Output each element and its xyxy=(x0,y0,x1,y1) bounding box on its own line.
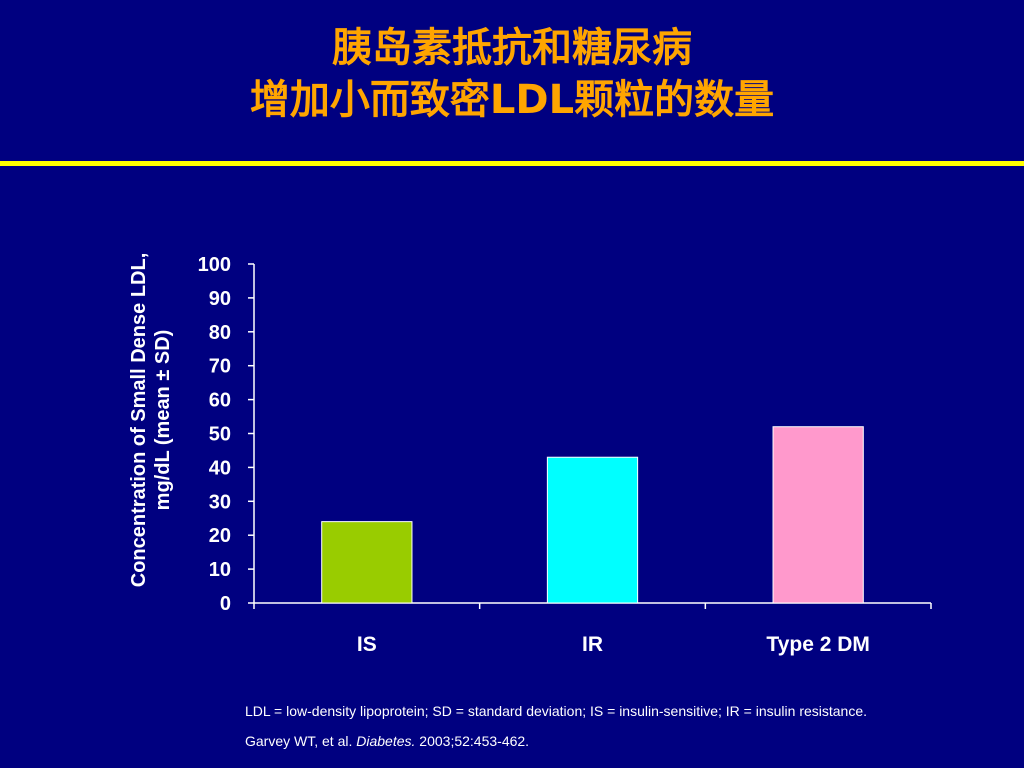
title-line-2: 增加小而致密LDL颗粒的数量 xyxy=(249,77,775,123)
category-labels: IS IR Type 2 DM xyxy=(357,633,870,656)
y-tick-label: 100 xyxy=(198,254,231,276)
citation-journal: Diabetes. xyxy=(356,733,416,749)
y-tick-label: 90 xyxy=(209,288,231,310)
bar xyxy=(772,426,864,604)
abbreviation-footnote: LDL = low-density lipoprotein; SD = stan… xyxy=(245,703,868,719)
title-divider xyxy=(0,161,1024,166)
y-tick-label: 20 xyxy=(209,525,231,547)
y-axis-title-line-1: Concentration of Small Dense LDL, xyxy=(128,253,150,587)
x-category-label: Type 2 DM xyxy=(766,633,869,656)
title-line-1: 胰岛素抵抗和糖尿病 xyxy=(332,25,692,71)
y-tick-label: 70 xyxy=(209,356,231,378)
y-tick-label: 30 xyxy=(209,491,231,513)
y-tick-label: 80 xyxy=(209,322,231,344)
slide-title: 胰岛素抵抗和糖尿病 增加小而致密LDL颗粒的数量 xyxy=(0,22,1024,126)
y-axis-title-line-2: mg/dL (mean ± SD) xyxy=(152,330,174,511)
x-category-label: IR xyxy=(582,633,603,656)
bar-chart: 0 10 20 30 40 50 60 70 80 90 100 IS IR Type 2 DM Con… xyxy=(128,253,932,656)
x-axis xyxy=(253,602,932,609)
y-tick-label: 10 xyxy=(209,559,231,581)
citation-details: 2003;52:453-462. xyxy=(415,733,530,749)
y-axis: 0 10 20 30 40 50 60 70 80 90 100 xyxy=(198,254,255,615)
bar xyxy=(321,521,413,604)
x-category-label: IS xyxy=(357,633,377,656)
y-axis-title: Concentration of Small Dense LDL, mg/dL … xyxy=(128,253,174,587)
bars xyxy=(321,426,864,604)
y-tick-label: 60 xyxy=(209,390,231,412)
y-tick-label: 50 xyxy=(209,424,231,446)
citation-authors: Garvey WT, et al. xyxy=(245,733,357,749)
y-tick-label: 0 xyxy=(220,593,231,615)
citation: Garvey WT, et al. Diabetes. 2003;52:453-… xyxy=(245,732,529,750)
bar xyxy=(546,456,639,604)
y-tick-label: 40 xyxy=(209,457,231,479)
